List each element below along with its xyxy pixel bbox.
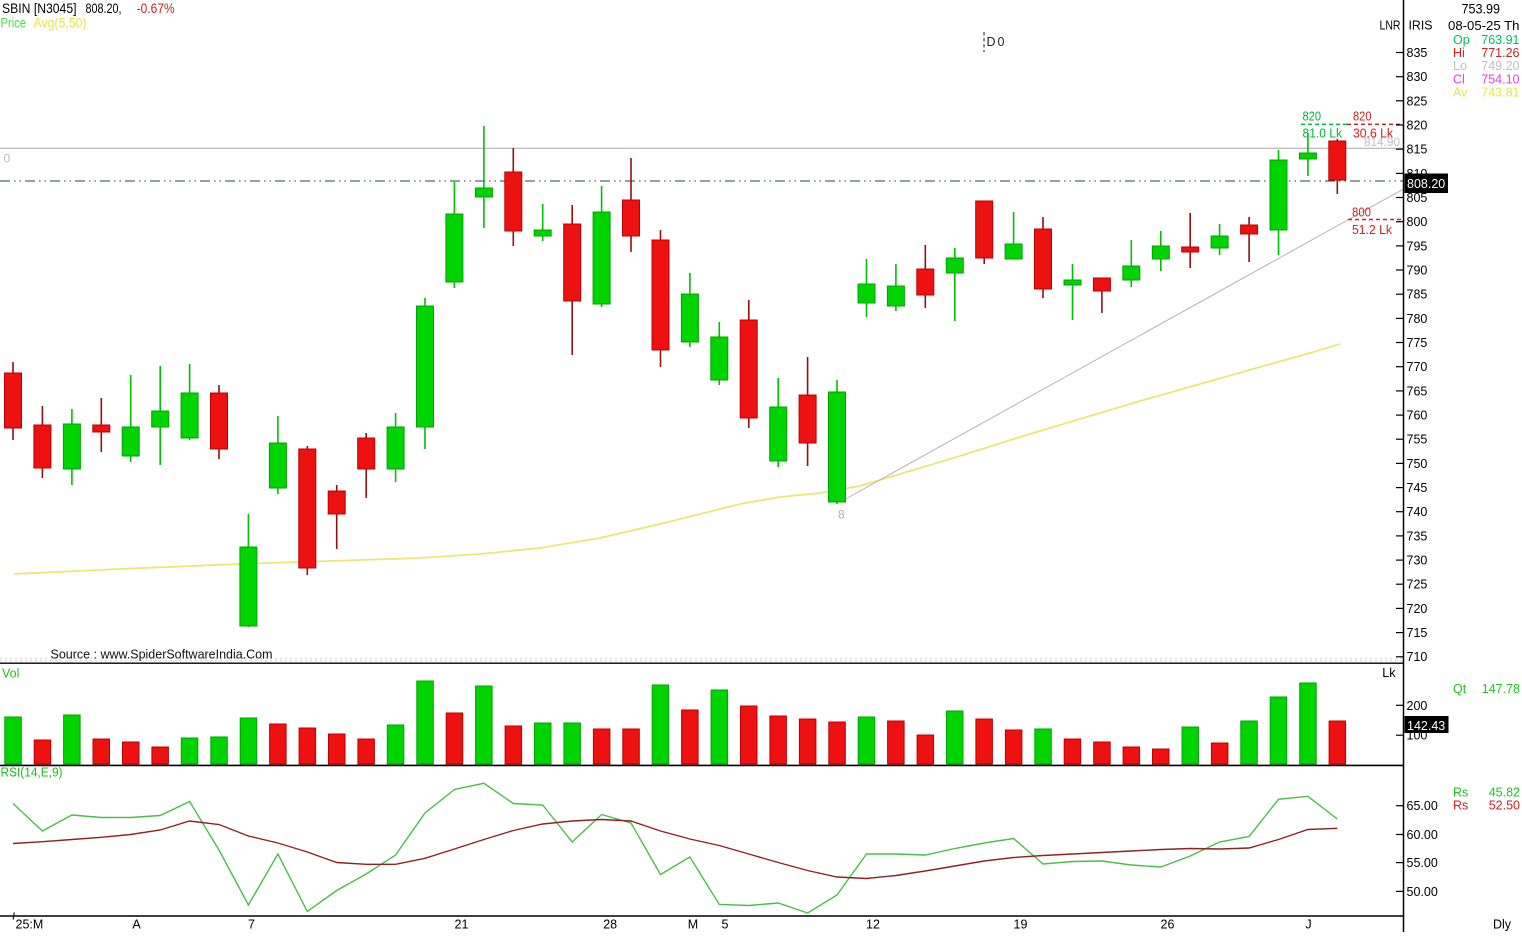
svg-text:814.90: 814.90	[1364, 135, 1400, 149]
svg-text:Rs: Rs	[1453, 799, 1468, 813]
svg-text:J: J	[1305, 918, 1311, 932]
svg-text:753.99: 753.99	[1462, 1, 1501, 16]
svg-text:25:M: 25:M	[16, 918, 44, 932]
svg-text:740: 740	[1407, 505, 1428, 519]
svg-text:50.00: 50.00	[1407, 885, 1438, 899]
svg-text:755: 755	[1407, 433, 1428, 447]
svg-text:SBIN [N3045]: SBIN [N3045]	[2, 0, 77, 16]
svg-text:820: 820	[1303, 110, 1322, 124]
svg-text:21: 21	[455, 918, 469, 932]
svg-text:52.50: 52.50	[1489, 799, 1520, 813]
svg-text:A: A	[132, 918, 141, 932]
svg-text:5: 5	[722, 918, 729, 932]
svg-text:Source : www.SpiderSoftwareInd: Source : www.SpiderSoftwareIndia.Com	[51, 648, 273, 662]
svg-text:750: 750	[1407, 457, 1428, 471]
svg-text:0: 0	[998, 35, 1005, 49]
svg-text:785: 785	[1407, 288, 1428, 302]
svg-text:765: 765	[1407, 384, 1428, 398]
svg-text:65.00: 65.00	[1407, 799, 1438, 813]
svg-text:Qt: Qt	[1453, 682, 1467, 696]
svg-text:142.43: 142.43	[1407, 719, 1445, 733]
svg-text:805: 805	[1407, 191, 1428, 205]
svg-text:Op: Op	[1453, 33, 1470, 47]
svg-text:771.26: 771.26	[1481, 46, 1519, 60]
svg-text:835: 835	[1407, 46, 1428, 60]
svg-text:770: 770	[1407, 360, 1428, 374]
svg-text:19: 19	[1014, 918, 1028, 932]
svg-text:Vol: Vol	[2, 667, 19, 681]
svg-text:800: 800	[1407, 215, 1428, 229]
svg-text:763.91: 763.91	[1481, 33, 1519, 47]
svg-text:60.00: 60.00	[1407, 828, 1438, 842]
svg-text:8: 8	[838, 508, 845, 522]
svg-text:825: 825	[1407, 94, 1428, 108]
svg-text:45.82: 45.82	[1489, 786, 1520, 800]
svg-text:820: 820	[1353, 110, 1372, 124]
svg-text:800: 800	[1352, 206, 1371, 220]
svg-text:26: 26	[1161, 918, 1175, 932]
svg-text:730: 730	[1407, 554, 1428, 568]
svg-text:735: 735	[1407, 529, 1428, 543]
svg-text:0: 0	[4, 152, 11, 166]
svg-text:808.20,: 808.20,	[86, 0, 122, 16]
svg-text:Lo: Lo	[1453, 59, 1467, 73]
svg-text:808.20: 808.20	[1407, 177, 1445, 191]
svg-text:12: 12	[866, 918, 880, 932]
svg-text:Avg(5,50): Avg(5,50)	[34, 14, 87, 30]
svg-text:D: D	[987, 35, 996, 49]
svg-text:760: 760	[1407, 409, 1428, 423]
svg-text:Dly: Dly	[1493, 918, 1512, 932]
svg-text:81.0 Lk: 81.0 Lk	[1303, 126, 1343, 140]
svg-text:Rs: Rs	[1453, 786, 1468, 800]
svg-text:RSI(14,E,9): RSI(14,E,9)	[1, 766, 63, 780]
svg-text:754.10: 754.10	[1481, 72, 1519, 86]
svg-text:55.00: 55.00	[1407, 856, 1438, 870]
svg-text:IRIS: IRIS	[1409, 17, 1433, 32]
svg-text:200: 200	[1407, 699, 1428, 713]
svg-text:Av: Av	[1453, 85, 1468, 99]
svg-text:790: 790	[1407, 264, 1428, 278]
svg-text:795: 795	[1407, 239, 1428, 253]
svg-text:745: 745	[1407, 481, 1428, 495]
svg-text:M: M	[688, 918, 698, 932]
svg-text:780: 780	[1407, 312, 1428, 326]
svg-text:830: 830	[1407, 70, 1428, 84]
svg-text:Price: Price	[1, 14, 27, 30]
svg-text:28: 28	[603, 918, 617, 932]
svg-text:715: 715	[1407, 626, 1428, 640]
svg-text:51.2 Lk: 51.2 Lk	[1352, 223, 1393, 237]
svg-text:Hi: Hi	[1453, 46, 1465, 60]
svg-text:08-05-25 Th: 08-05-25 Th	[1448, 18, 1520, 33]
svg-text:720: 720	[1407, 602, 1428, 616]
svg-text:815: 815	[1407, 143, 1428, 157]
svg-text:743.81: 743.81	[1481, 85, 1519, 99]
svg-text:30.6 Lk: 30.6 Lk	[1353, 126, 1394, 140]
svg-text:Lk: Lk	[1382, 666, 1396, 680]
svg-text:725: 725	[1407, 578, 1428, 592]
svg-text:-0.67%: -0.67%	[137, 0, 175, 16]
svg-text:775: 775	[1407, 336, 1428, 350]
svg-text:749.20: 749.20	[1481, 59, 1519, 73]
svg-text:820: 820	[1407, 119, 1428, 133]
svg-text:710: 710	[1407, 650, 1428, 664]
svg-text:7: 7	[248, 918, 255, 932]
svg-text:Cl: Cl	[1453, 72, 1465, 86]
svg-text:LNR: LNR	[1380, 17, 1401, 32]
svg-text:147.78: 147.78	[1482, 682, 1520, 696]
